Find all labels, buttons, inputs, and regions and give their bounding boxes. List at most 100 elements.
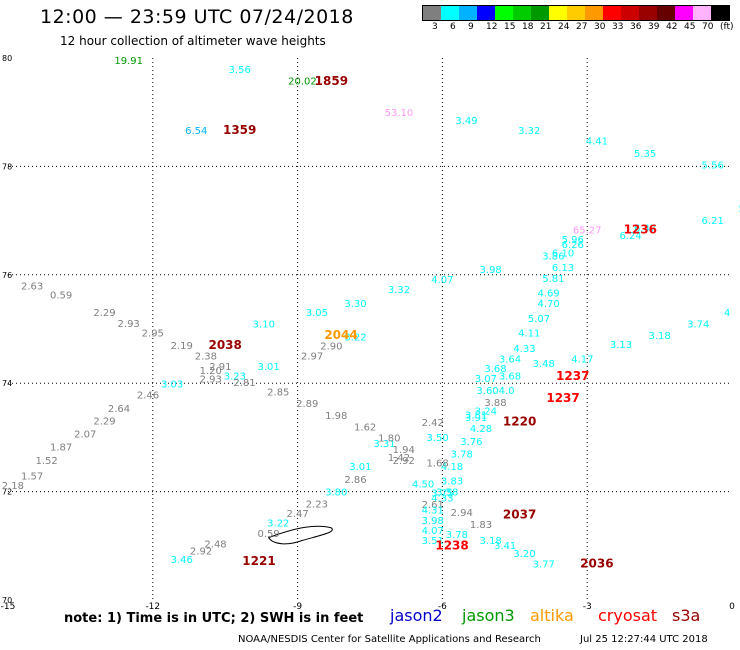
y-tick-label: 78 [2, 162, 12, 171]
wave-height-label: 6.26 [562, 240, 584, 251]
wave-height-label: 3.68 [499, 371, 521, 382]
wave-height-label: 3.10 [253, 319, 275, 330]
footer-timestamp: Jul 25 12:27:44 UTC 2018 [580, 634, 708, 645]
wave-height-label: 3.30 [344, 299, 366, 310]
scale-label: 18 [522, 22, 534, 32]
page-title: 12:00 — 23:59 UTC 07/24/2018 [40, 6, 354, 28]
scale-label: 24 [558, 22, 570, 32]
y-tick-label: 70 [2, 596, 12, 605]
wave-height-label: 2.29 [93, 416, 115, 427]
wave-height-label: 3.78 [446, 530, 468, 541]
island-outline [267, 525, 333, 545]
wave-height-label: 2.91 [209, 362, 231, 373]
wave-height-label: 2.92 [393, 456, 415, 467]
wave-height-label: 2.93 [200, 375, 222, 386]
wave-height-label: 3.18 [648, 331, 670, 342]
wave-height-label: 3.05 [306, 308, 328, 319]
wave-height-label: 6.54 [185, 126, 207, 137]
scale-label: 12 [486, 22, 498, 32]
wave-height-label: 3.46 [171, 555, 193, 566]
wave-height-label: 1.52 [35, 456, 57, 467]
wave-height-label: 2.64 [108, 404, 130, 415]
scale-label: 42 [666, 22, 678, 32]
x-tick-label: 0 [729, 602, 735, 612]
wave-height-label: 3.604.0 [476, 386, 514, 397]
wave-height-label: 4.70 [537, 299, 559, 310]
wave-height-label: 4.31 [422, 505, 444, 516]
scale-label: 30 [594, 22, 606, 32]
wave-height-label: 4.33 [513, 344, 535, 355]
wave-height-label: 3.88 [484, 398, 506, 409]
wave-height-label: 4.50 [412, 479, 434, 490]
wave-height-label: 3.98 [422, 516, 444, 527]
wave-height-label: 3.50 [426, 433, 448, 444]
scale-swatch [441, 6, 459, 20]
wave-height-label: 2.19 [171, 341, 193, 352]
x-tick-label: -9 [293, 602, 302, 612]
wave-height-label: 6.47 [634, 223, 656, 234]
pass-time-label: 2044 [324, 328, 357, 342]
wave-height-label: 3.56 [229, 65, 251, 76]
wave-height-label: 1.98 [325, 411, 347, 422]
wave-height-label: 2.63 [21, 281, 43, 292]
wave-height-label: 3.78 [451, 449, 473, 460]
wave-height-label: 2.81 [233, 378, 255, 389]
scale-swatch [603, 6, 621, 20]
pass-time-label: 1236 [624, 223, 657, 237]
pass-time-label: 1221 [242, 554, 275, 568]
wave-height-label: 4.28 [470, 424, 492, 435]
footer-credit: NOAA/NESDIS Center for Satellite Applica… [238, 634, 541, 645]
scale-label: 15 [504, 22, 516, 32]
wave-height-label: 3.83 [441, 477, 463, 488]
wave-height-label: 3.24 [475, 407, 497, 418]
scale-swatch [495, 6, 513, 20]
scale-swatch [621, 6, 639, 20]
wave-height-label: 19.91 [114, 56, 143, 67]
wave-height-label: 3.91 [465, 413, 487, 424]
scale-swatch [513, 6, 531, 20]
y-tick-label: 72 [2, 488, 12, 497]
wave-height-label: 2.23 [306, 499, 328, 510]
wave-height-label: 3.86 [542, 252, 564, 263]
y-tick-label: 74 [2, 379, 12, 388]
wave-height-label: 3.01 [258, 362, 280, 373]
scale-swatch [711, 6, 729, 20]
wave-height-label: 2.07 [74, 429, 96, 440]
y-tick-label: 76 [2, 271, 12, 280]
wave-height-label: 2.38 [195, 351, 217, 362]
wave-height-label: 3.03 [161, 380, 183, 391]
scale-label: 36 [630, 22, 642, 32]
wave-height-label: 5.56 [702, 161, 724, 172]
legend-cryosat: cryosat [598, 606, 658, 625]
scale-label: 45 [684, 22, 696, 32]
wave-height-label: 3.18 [480, 536, 502, 547]
wave-height-label: 4.18 [441, 462, 463, 473]
wave-height-label: 1.80 [378, 434, 400, 445]
legend-note: note: 1) Time is in UTC; 2) SWH is in fe… [64, 611, 364, 626]
wave-height-label: 3.41 [494, 541, 516, 552]
wave-height-label: 3.68 [484, 364, 506, 375]
scale-swatch [531, 6, 549, 20]
pass-time-label: 2036 [580, 556, 613, 570]
wave-height-label: 1.87 [50, 442, 72, 453]
wave-height-label: 1.42 [388, 453, 410, 464]
wave-height-label: 3.98 [480, 265, 502, 276]
scale-label: 70 [702, 22, 714, 32]
wave-height-label: 3.22 [344, 332, 366, 343]
wave-height-label: 3.64 [499, 355, 521, 366]
wave-height-label: 5 [738, 204, 740, 215]
wave-height-label: 1.68 [426, 459, 448, 470]
wave-height-label: 1.83 [470, 520, 492, 531]
wave-height-label: 4.17 [571, 355, 593, 366]
wave-height-label: 3.51 [422, 536, 444, 547]
wave-height-label: 4.41 [586, 137, 608, 148]
scale-swatch [477, 6, 495, 20]
page-subtitle: 12 hour collection of altimeter wave hei… [60, 34, 326, 48]
wave-height-label: 5.96 [562, 235, 584, 246]
x-tick-label: -6 [438, 602, 447, 612]
wave-height-label: 3.31 [373, 439, 395, 450]
wave-height-label: 53.10 [385, 108, 414, 119]
wave-height-label: 2.90 [320, 342, 342, 353]
